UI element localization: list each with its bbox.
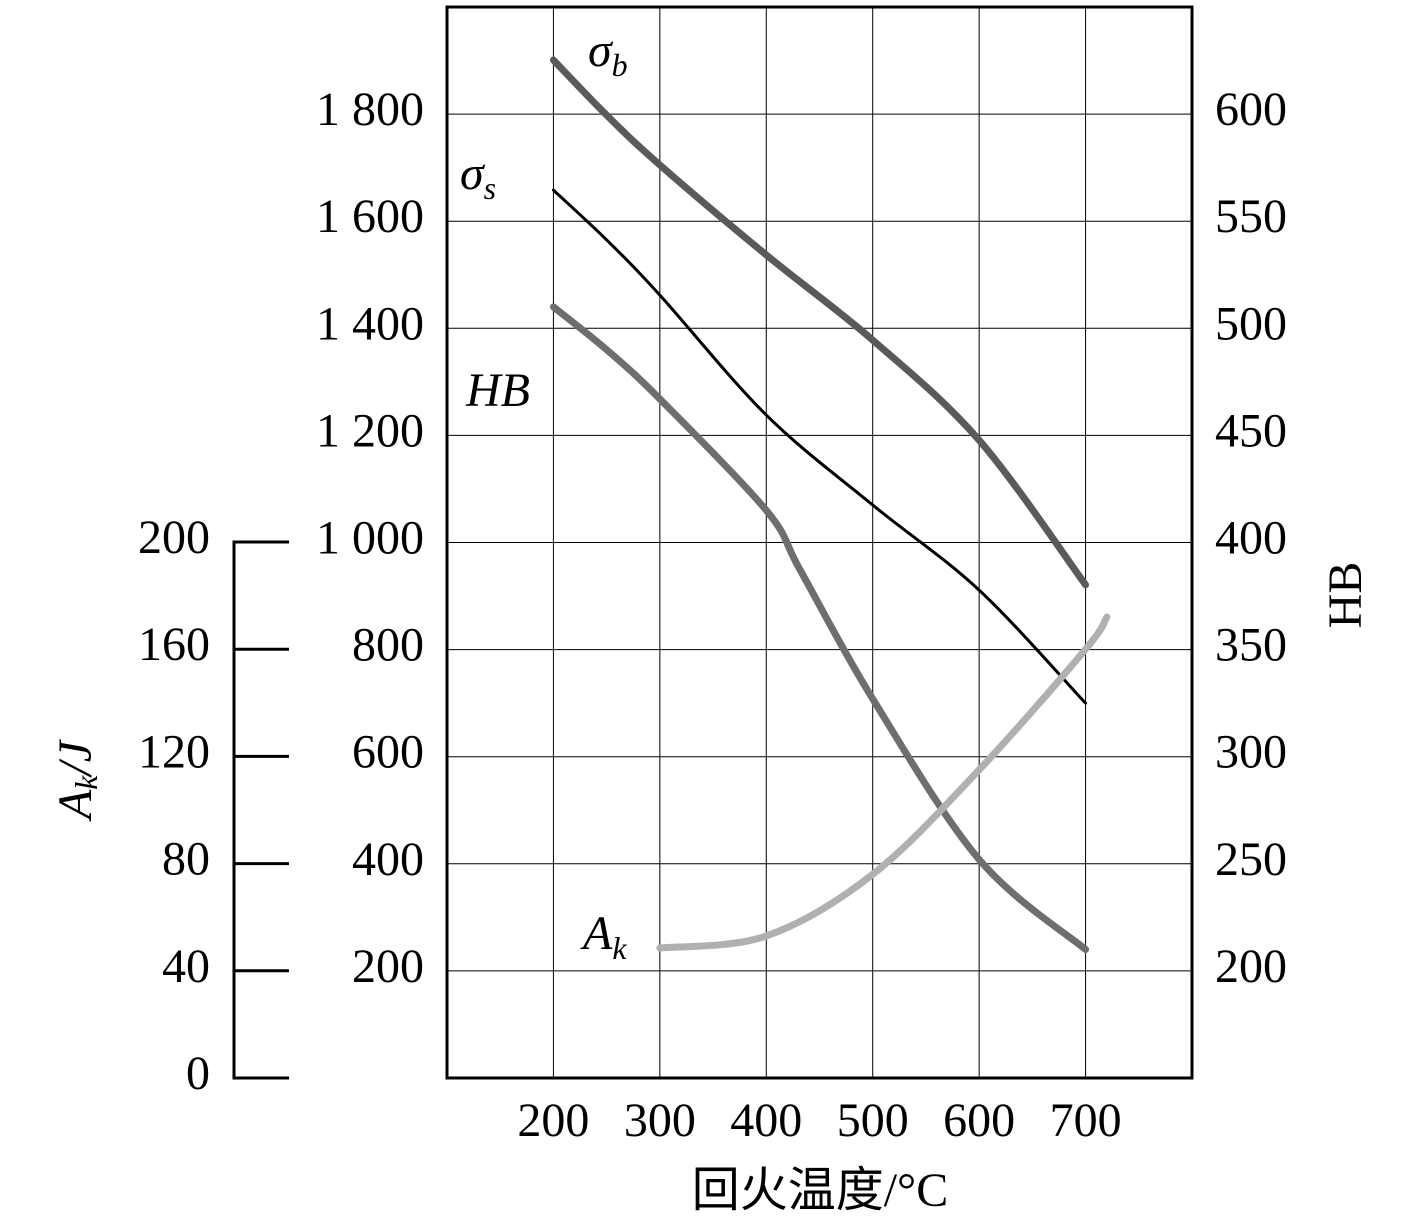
y-tick-label: 600 [352, 726, 424, 779]
y-tick-label: 1 000 [316, 512, 424, 565]
series-label-main: HB [465, 364, 530, 417]
series-label-main: σ [588, 24, 614, 77]
x-tick-label: 600 [943, 1094, 1015, 1147]
x-tick-label: 200 [517, 1094, 589, 1147]
x-tick-label: 300 [624, 1094, 696, 1147]
series-label: Ak [580, 907, 627, 966]
y2-tick-label: 300 [1215, 726, 1287, 779]
y2-tick-label: 200 [1215, 940, 1287, 993]
y3-tick-label: 0 [186, 1047, 210, 1100]
x-tick-label: 400 [730, 1094, 802, 1147]
y3-label-sub: k [68, 775, 104, 790]
series-label: σb [588, 24, 628, 83]
series-label-main: A [580, 907, 613, 960]
y-tick-label: 1 600 [316, 190, 424, 243]
y-tick-label: 200 [352, 940, 424, 993]
y-tick-label: 800 [352, 619, 424, 672]
y-tick-label: 1 800 [316, 83, 424, 136]
series-line [656, 613, 1111, 952]
y3-label-rest: /J [49, 738, 102, 778]
y2-tick-label: 400 [1215, 512, 1287, 565]
y3-tick-label: 200 [138, 511, 210, 564]
series-label-main: σ [460, 147, 486, 200]
series-line [551, 188, 1088, 705]
y2-tick-label: 350 [1215, 619, 1287, 672]
x-tick-label: 500 [837, 1094, 909, 1147]
y3-tick-label: 80 [162, 833, 210, 886]
series-label-sub: s [484, 170, 496, 206]
y2-tick-label: 600 [1215, 83, 1287, 136]
y-tick-label: 1 400 [316, 297, 424, 350]
y3-tick-label: 160 [138, 618, 210, 671]
series-label: σs [460, 147, 496, 206]
series-label-sub: k [612, 930, 627, 966]
series-label-sub: b [612, 47, 628, 83]
y3-tick-label: 120 [138, 725, 210, 778]
series-label: HB [465, 364, 530, 417]
series-line [549, 56, 1090, 589]
y3-label-main: A [49, 789, 102, 822]
y2-tick-label: 450 [1215, 404, 1287, 457]
series-line [549, 303, 1090, 953]
y-tick-label: 400 [352, 833, 424, 886]
y2-tick-label: 500 [1215, 297, 1287, 350]
y2-tick-label: 250 [1215, 833, 1287, 886]
y3-axis-label: Ak/J [49, 738, 104, 822]
x-axis-label: 回火温度/°C [692, 1164, 949, 1217]
x-tick-label: 700 [1050, 1094, 1122, 1147]
y-tick-label: 1 200 [316, 404, 424, 457]
y3-tick-label: 40 [162, 940, 210, 993]
y2-axis-label: HB [1319, 562, 1372, 629]
y2-tick-label: 550 [1215, 190, 1287, 243]
